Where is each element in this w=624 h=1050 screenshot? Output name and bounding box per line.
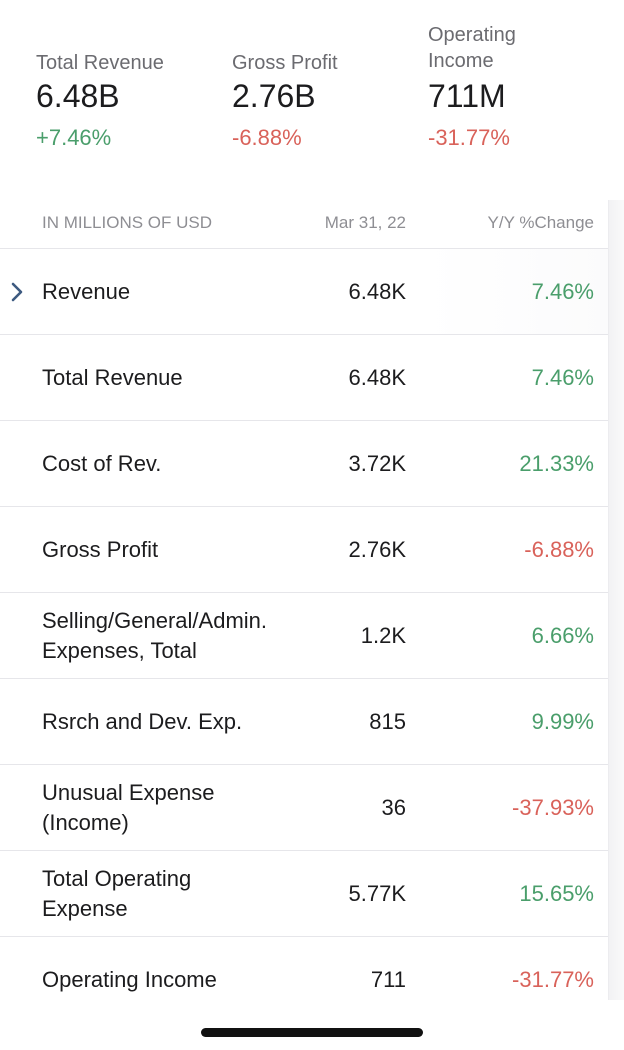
metric-label: Operating Income xyxy=(428,24,516,72)
row-value: 36 xyxy=(381,794,406,820)
row-change: 15.65% xyxy=(519,880,594,906)
row-label: Total Revenue xyxy=(42,364,183,390)
table-row: Total Revenue 6.48K 7.46% xyxy=(0,335,608,421)
scroll-edge-shadow xyxy=(608,200,624,1000)
metric-label: Gross Profit xyxy=(232,52,338,74)
metric-value: 6.48B xyxy=(36,78,120,114)
table-row: Unusual Expense (Income) 36 -37.93% xyxy=(0,765,608,851)
row-change: 7.46% xyxy=(531,278,594,304)
row-label: Selling/General/Admin. Expenses, Total xyxy=(42,607,268,663)
row-change: -6.88% xyxy=(524,536,594,562)
table-row: Total Operating Expense 5.77K 15.65% xyxy=(0,851,608,937)
table-row: Selling/General/Admin. Expenses, Total 1… xyxy=(0,593,608,679)
metric-label: Total Revenue xyxy=(36,52,164,74)
row-change: 21.33% xyxy=(519,450,594,476)
row-label: Unusual Expense (Income) xyxy=(42,779,215,835)
metric-change: -31.77% xyxy=(428,125,510,150)
metric-value: 711M xyxy=(428,78,506,114)
row-value: 815 xyxy=(369,708,406,734)
metric-change: +7.46% xyxy=(36,125,112,150)
column-header-label: IN MILLIONS OF USD xyxy=(42,213,213,232)
row-value: 3.72K xyxy=(348,450,407,476)
summary-header: Total Revenue 6.48B +7.46% Gross Profit … xyxy=(0,0,624,160)
metric-change: -6.88% xyxy=(232,125,302,150)
row-value: 2.76K xyxy=(348,536,407,562)
row-label: Rsrch and Dev. Exp. xyxy=(42,708,243,734)
row-label: Operating Income xyxy=(42,966,217,992)
row-change: -31.77% xyxy=(512,966,594,992)
row-change: 7.46% xyxy=(531,364,594,390)
chevron-right-icon[interactable] xyxy=(10,281,24,303)
table-row: Gross Profit 2.76K -6.88% xyxy=(0,507,608,593)
table-row: Rsrch and Dev. Exp. 815 9.99% xyxy=(0,679,608,765)
row-value: 1.2K xyxy=(360,622,406,648)
table-row: Operating Income 711 -31.77% xyxy=(0,937,608,1022)
row-label: Cost of Rev. xyxy=(42,450,162,476)
row-label: Revenue xyxy=(42,278,131,304)
row-value: 6.48K xyxy=(348,364,407,390)
row-value: 711 xyxy=(370,966,406,992)
row-change: 6.66% xyxy=(531,622,594,648)
column-header-change: Y/Y %Change xyxy=(487,213,594,232)
table-row-revenue[interactable]: Revenue 6.48K 7.46% xyxy=(0,249,608,335)
row-label: Total Operating Expense xyxy=(42,865,192,921)
column-header-date[interactable]: Mar 31, 22 xyxy=(324,213,406,232)
row-value: 5.77K xyxy=(348,880,407,906)
metric-value: 2.76B xyxy=(232,78,316,114)
row-value: 6.48K xyxy=(348,278,407,304)
row-change: -37.93% xyxy=(512,794,594,820)
table-row: Cost of Rev. 3.72K 21.33% xyxy=(0,421,608,507)
table-header: IN MILLIONS OF USD Mar 31, 22 Y/Y %Chang… xyxy=(0,198,608,249)
home-indicator[interactable] xyxy=(201,1028,423,1037)
row-label: Gross Profit xyxy=(42,536,159,562)
row-change: 9.99% xyxy=(531,708,594,734)
income-statement-table: IN MILLIONS OF USD Mar 31, 22 Y/Y %Chang… xyxy=(0,198,608,1022)
